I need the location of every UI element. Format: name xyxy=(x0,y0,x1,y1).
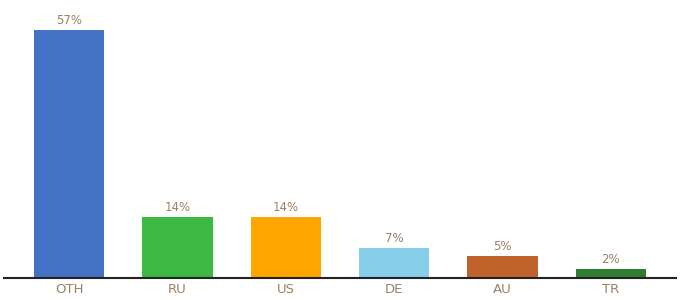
Bar xyxy=(359,248,429,278)
Bar xyxy=(34,30,104,278)
Text: 5%: 5% xyxy=(493,240,512,253)
Text: 14%: 14% xyxy=(273,201,299,214)
Bar xyxy=(576,269,646,278)
Text: 2%: 2% xyxy=(602,253,620,266)
Bar xyxy=(251,217,321,278)
Bar xyxy=(467,256,538,278)
Text: 7%: 7% xyxy=(385,232,403,244)
Text: 14%: 14% xyxy=(165,201,190,214)
Bar xyxy=(142,217,213,278)
Text: 57%: 57% xyxy=(56,14,82,27)
